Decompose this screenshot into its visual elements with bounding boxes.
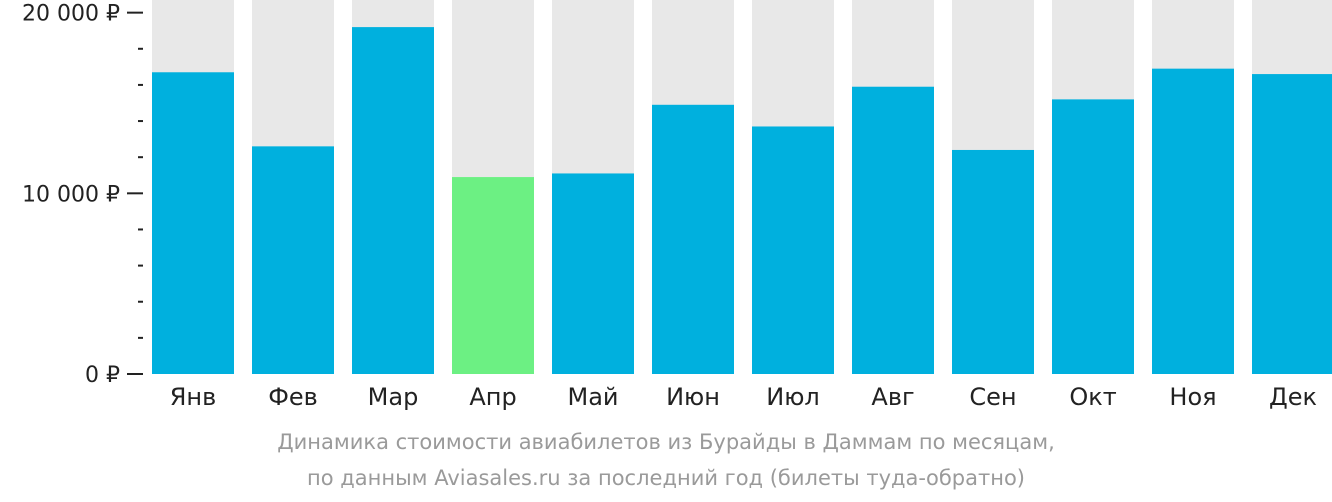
chart-caption-line-2: по данным Aviasales.ru за последний год … (307, 466, 1025, 490)
bar-7[interactable] (752, 126, 834, 375)
x-tick-label: Ноя (1169, 383, 1216, 411)
x-tick-label: Июл (766, 383, 820, 411)
x-tick-label: Авг (871, 383, 914, 411)
bar-11[interactable] (1152, 68, 1234, 374)
chart-caption-line-1: Динамика стоимости авиабилетов из Бурайд… (277, 430, 1055, 454)
bar-2[interactable] (252, 146, 334, 374)
bar-10[interactable] (1052, 99, 1134, 374)
y-tick-label: 0 ₽ (85, 363, 120, 388)
x-tick-label: Май (567, 383, 618, 411)
x-tick-label: Сен (969, 383, 1016, 411)
bar-12[interactable] (1252, 74, 1332, 374)
bar-chart: 0 ₽ 10 000 ₽ 20 000 ₽ Янв Фев Мар Апр Май Июн Ию… (22, 0, 1332, 411)
bar-8[interactable] (852, 86, 934, 374)
x-axis: Янв Фев Мар Апр Май Июн Июл Авг Сен Окт Ноя Дек (170, 383, 1317, 411)
y-tick-label: 20 000 ₽ (22, 2, 120, 27)
bar-9[interactable] (952, 149, 1034, 374)
x-tick-label: Фев (268, 383, 318, 411)
bar-3[interactable] (352, 27, 434, 375)
bar-1[interactable] (152, 72, 234, 374)
data-bars (152, 27, 1332, 375)
y-axis: 0 ₽ 10 000 ₽ 20 000 ₽ (22, 2, 143, 388)
y-tick-label: 10 000 ₽ (22, 182, 120, 207)
x-tick-label: Янв (170, 383, 217, 411)
bar-4[interactable] (452, 177, 534, 374)
x-tick-label: Дек (1269, 383, 1317, 411)
bar-5[interactable] (552, 173, 634, 374)
x-tick-label: Мар (368, 383, 419, 411)
x-tick-label: Апр (469, 383, 516, 411)
x-tick-label: Окт (1069, 383, 1116, 411)
bar-6[interactable] (652, 104, 734, 374)
x-tick-label: Июн (666, 383, 720, 411)
